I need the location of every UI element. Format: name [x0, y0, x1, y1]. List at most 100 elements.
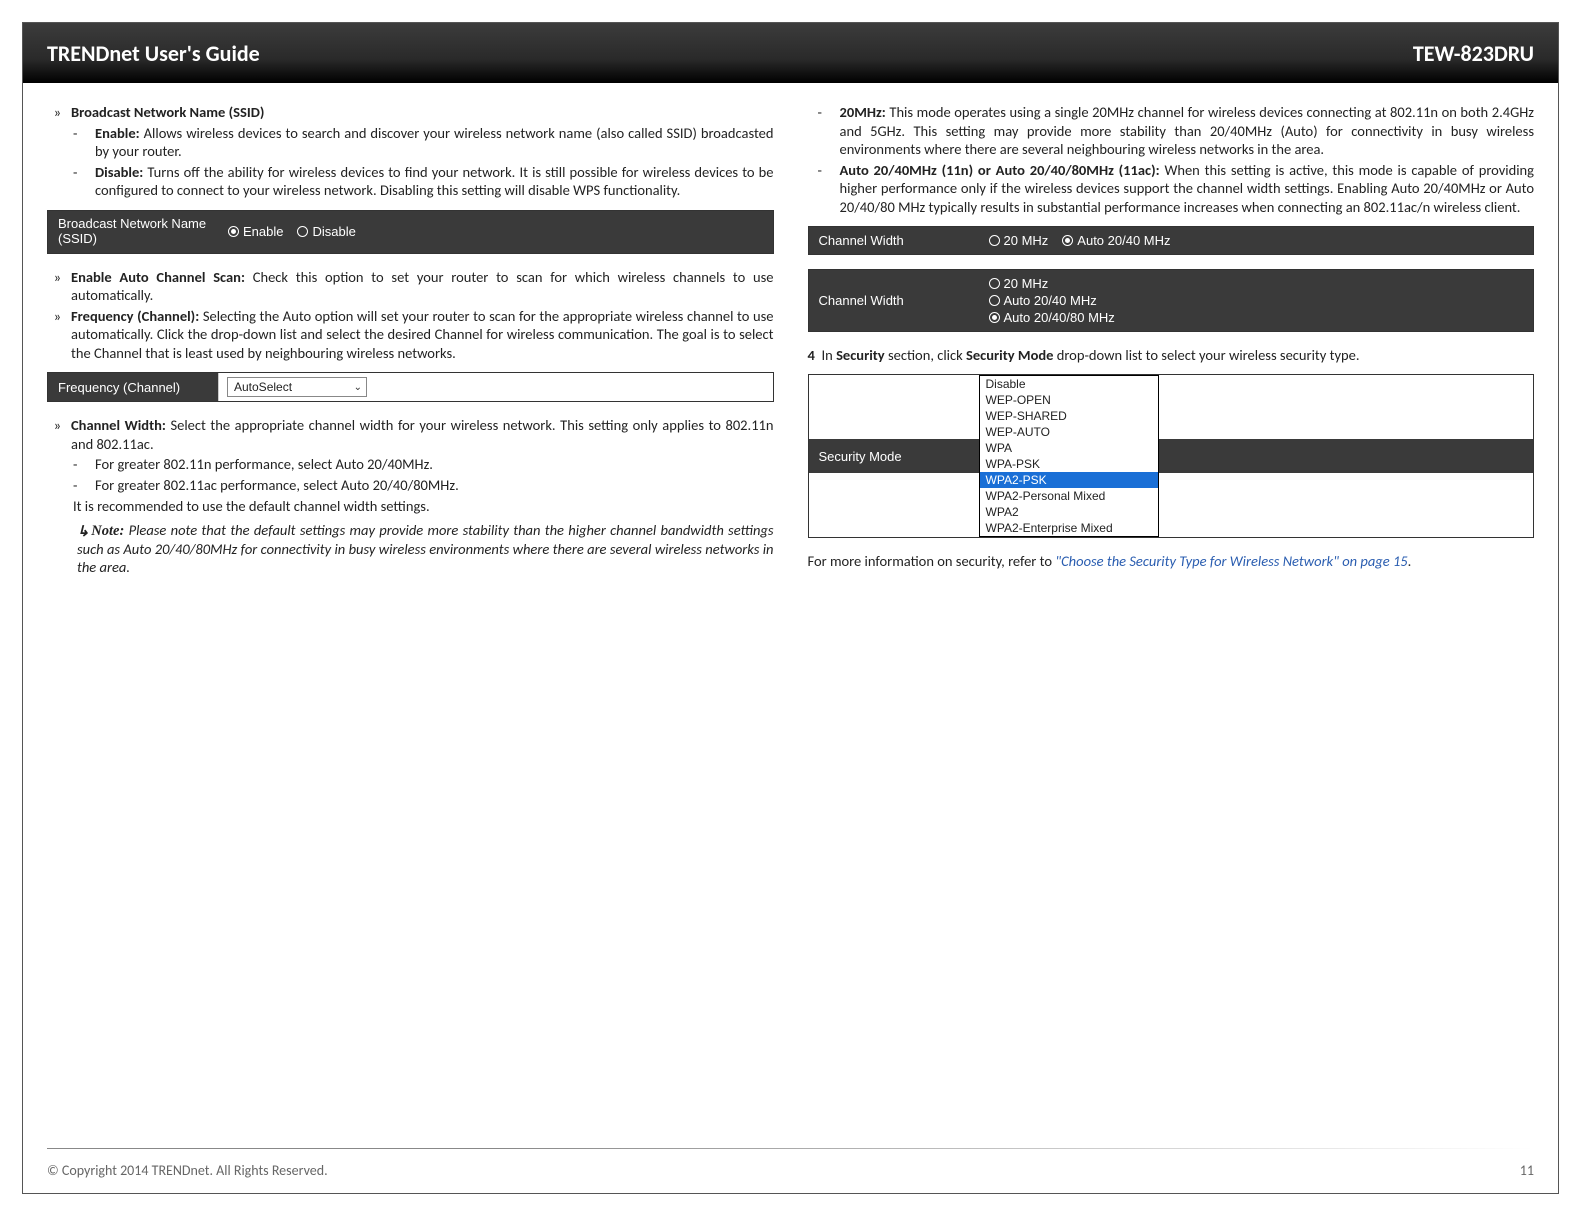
auto-label: Auto 20/40MHz (11n) or Auto 20/40/80MHz … [840, 161, 1160, 179]
guide-title: TRENDnet User's Guide [47, 40, 260, 67]
freq-bullet: » Frequency (Channel): Selecting the Aut… [47, 307, 774, 363]
mhz20-label: 20MHz: [840, 103, 886, 121]
cw1-options: 20 MHz Auto 20/40 MHz [979, 227, 1534, 254]
step4-a: In [822, 346, 837, 364]
security-link[interactable]: "Choose the Security Type for Wireless N… [1055, 552, 1407, 570]
note-block: ↳ Note: Please note that the default set… [77, 521, 774, 576]
ssid-ss-label: Broadcast Network Name (SSID) [48, 211, 218, 253]
cw1-radio-20[interactable]: 20 MHz [989, 233, 1049, 248]
step4-line: 4In Security section, click Security Mod… [808, 346, 1535, 364]
freq-select-value: AutoSelect [234, 380, 292, 394]
dash-mark: - [73, 124, 83, 161]
cw2-radio-20[interactable]: 20 MHz [989, 276, 1115, 291]
secmode-dropdown[interactable]: DisableWEP-OPENWEP-SHAREDWEP-AUTOWPAWPA-… [979, 375, 1159, 537]
dash-mark: - [818, 103, 828, 159]
secmode-option[interactable]: WPA2 [980, 504, 1158, 520]
ssid-enable-label: Enable: [95, 124, 140, 142]
cw1-screenshot: Channel Width 20 MHz Auto 20/40 MHz [808, 226, 1535, 255]
radio-icon [989, 312, 1000, 323]
cw-n-row: - For greater 802.11n performance, selec… [73, 455, 774, 474]
model-number: TEW-823DRU [1413, 40, 1534, 67]
cw2-radio-2040[interactable]: Auto 20/40 MHz [989, 293, 1115, 308]
cw-rec-row: It is recommended to use the default cha… [73, 497, 774, 516]
footer: © Copyright 2014 TRENDnet. All Rights Re… [47, 1162, 1534, 1179]
secmode-option[interactable]: WPA2-Enterprise Mixed [980, 520, 1158, 536]
cw-rec-text: It is recommended to use the default cha… [73, 497, 774, 516]
bullet-mark: » [47, 416, 61, 453]
page-frame: TRENDnet User's Guide TEW-823DRU » Broad… [22, 22, 1559, 1194]
secmode-option[interactable]: WPA2-Personal Mixed [980, 488, 1158, 504]
ssid-ss-options: Enable Disable [218, 211, 773, 253]
content-columns: » Broadcast Network Name (SSID) - Enable… [23, 83, 1558, 576]
bullet-mark: » [47, 103, 61, 122]
cw2-screenshot: Channel Width 20 MHz Auto 20/40 MHz Auto… [808, 269, 1535, 332]
ssid-disable-row: - Disable: Turns off the ability for wir… [73, 163, 774, 200]
radio-icon [1062, 235, 1073, 246]
ssid-disable-text: Turns off the ability for wireless devic… [95, 163, 774, 200]
radio-icon [989, 235, 1000, 246]
note-text: Please note that the default settings ma… [77, 521, 774, 576]
copyright-text: © Copyright 2014 TRENDnet. All Rights Re… [47, 1162, 328, 1179]
ssid-radio-disable-label: Disable [312, 224, 355, 239]
secmode-screenshot: Security Mode DisableWEP-OPENWEP-SHAREDW… [808, 374, 1535, 538]
ssid-disable-label: Disable: [95, 163, 143, 181]
cw2-opt2040: Auto 20/40 MHz [1004, 293, 1097, 308]
dash-mark: - [73, 476, 83, 495]
bullet-mark: » [47, 268, 61, 305]
autoscan-bullet: » Enable Auto Channel Scan: Check this o… [47, 268, 774, 305]
ssid-radio-disable[interactable]: Disable [297, 224, 355, 239]
secmode-option[interactable]: WEP-SHARED [980, 408, 1158, 424]
secmode-option[interactable]: WPA-PSK [980, 456, 1158, 472]
cw1-optauto: Auto 20/40 MHz [1077, 233, 1170, 248]
left-column: » Broadcast Network Name (SSID) - Enable… [47, 101, 774, 576]
more-a: For more information on security, refer … [808, 552, 1056, 570]
cw2-radio-204080[interactable]: Auto 20/40/80 MHz [989, 310, 1115, 325]
cw1-radio-auto[interactable]: Auto 20/40 MHz [1062, 233, 1170, 248]
header-bar: TRENDnet User's Guide TEW-823DRU [23, 23, 1558, 83]
dash-mark: - [73, 455, 83, 474]
bullet-mark: » [47, 307, 61, 363]
dash-mark: - [818, 161, 828, 217]
cw1-label: Channel Width [809, 227, 979, 254]
footer-rule [47, 1148, 1534, 1149]
cw1-opt20: 20 MHz [1004, 233, 1049, 248]
freq-title: Frequency (Channel): [71, 307, 199, 325]
cw2-opt20: 20 MHz [1004, 276, 1049, 291]
secmode-option[interactable]: WPA [980, 440, 1158, 456]
ssid-bullet: » Broadcast Network Name (SSID) [47, 103, 774, 122]
page-number: 11 [1520, 1162, 1534, 1179]
secmode-label: Security Mode [809, 439, 979, 473]
step4-e: drop-down list to select your wireless s… [1053, 346, 1359, 364]
freq-select[interactable]: AutoSelect ⌄ [227, 377, 367, 397]
cw-text: Select the appropriate channel width for… [71, 416, 774, 453]
secmode-option[interactable]: WPA2-PSK [980, 472, 1158, 488]
dash-mark: - [73, 163, 83, 200]
note-label: Note: [91, 523, 124, 539]
cw-bullet: » Channel Width: Select the appropriate … [47, 416, 774, 453]
ssid-title: Broadcast Network Name (SSID) [71, 103, 264, 121]
radio-icon [989, 278, 1000, 289]
secmode-option[interactable]: WEP-AUTO [980, 424, 1158, 440]
step-number: 4 [808, 346, 822, 364]
autoscan-title: Enable Auto Channel Scan: [71, 268, 245, 286]
secmode-option[interactable]: Disable [980, 376, 1158, 392]
right-column: - 20MHz: This mode operates using a sing… [808, 101, 1535, 576]
step4-c: section, click [885, 346, 966, 364]
chevron-down-icon: ⌄ [354, 382, 362, 393]
note-arrow-icon: ↳ [77, 522, 87, 540]
ssid-enable-text: Allows wireless devices to search and di… [95, 124, 774, 161]
secmode-option[interactable]: WEP-OPEN [980, 392, 1158, 408]
mhz20-row: - 20MHz: This mode operates using a sing… [818, 103, 1535, 159]
cw2-label: Channel Width [809, 270, 979, 331]
more-b: . [1408, 552, 1412, 570]
cw2-opt204080: Auto 20/40/80 MHz [1004, 310, 1115, 325]
cw-ac-row: - For greater 802.11ac performance, sele… [73, 476, 774, 495]
cw-ac-text: For greater 802.11ac performance, select… [95, 476, 774, 495]
auto-row: - Auto 20/40MHz (11n) or Auto 20/40/80MH… [818, 161, 1535, 217]
cw-title: Channel Width: [71, 416, 166, 434]
radio-icon [228, 226, 239, 237]
ssid-radio-enable[interactable]: Enable [228, 224, 283, 239]
ssid-radio-enable-label: Enable [243, 224, 283, 239]
freq-screenshot: Frequency (Channel) AutoSelect ⌄ [47, 372, 774, 402]
ssid-enable-row: - Enable: Allows wireless devices to sea… [73, 124, 774, 161]
